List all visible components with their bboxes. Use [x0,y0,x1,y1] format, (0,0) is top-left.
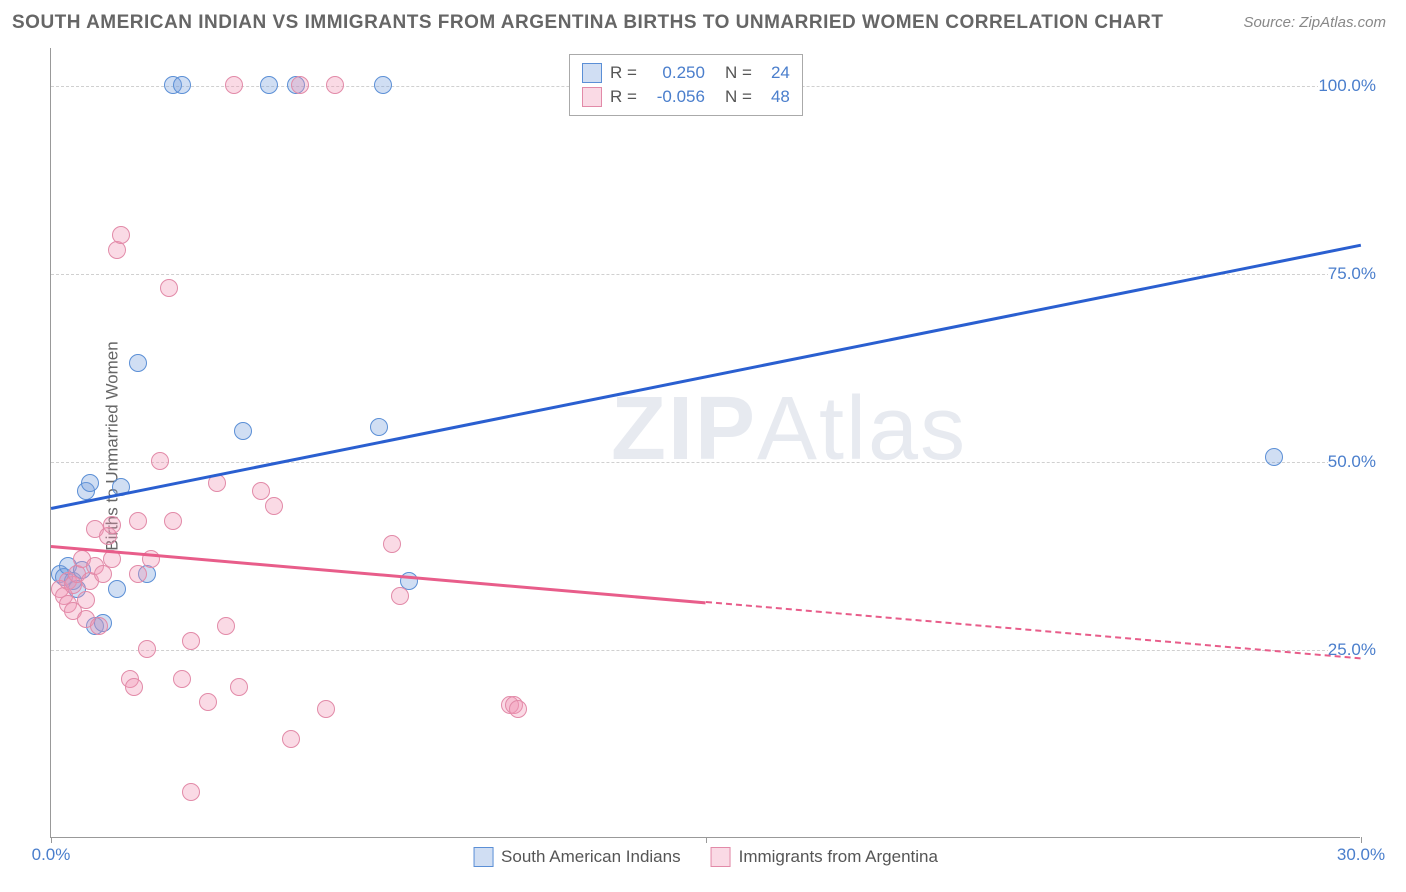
data-point [234,422,252,440]
chart-title: SOUTH AMERICAN INDIAN VS IMMIGRANTS FROM… [12,12,1163,34]
series-swatch [582,87,602,107]
data-point [1265,448,1283,466]
gridline [51,650,1380,651]
legend-label: Immigrants from Argentina [739,847,938,867]
data-point [182,783,200,801]
legend-item: Immigrants from Argentina [711,847,938,867]
x-tick-label: 0.0% [32,845,71,865]
data-point [108,580,126,598]
data-point [391,587,409,605]
data-point [374,76,392,94]
legend-label: South American Indians [501,847,681,867]
y-tick-label: 100.0% [1318,76,1380,96]
data-point [182,632,200,650]
legend-swatch [711,847,731,867]
data-point [81,474,99,492]
data-point [90,617,108,635]
n-label: N = [725,87,752,107]
n-value: 48 [760,87,790,107]
data-point [265,497,283,515]
r-value: -0.056 [645,87,705,107]
r-value: 0.250 [645,63,705,83]
n-label: N = [725,63,752,83]
data-point [291,76,309,94]
data-point [138,640,156,658]
data-point [260,76,278,94]
source-attribution: Source: ZipAtlas.com [1243,14,1386,31]
series-swatch [582,63,602,83]
correlation-stats-box: R = 0.250 N = 24 R = -0.056 N = 48 [569,54,803,116]
data-point [160,279,178,297]
data-point [164,512,182,530]
data-point [103,516,121,534]
data-point [173,76,191,94]
r-label: R = [610,87,637,107]
x-tick-label: 30.0% [1337,845,1385,865]
plot-area: ZIPAtlas 25.0%50.0%75.0%100.0%0.0%30.0%R… [50,48,1360,838]
legend-swatch [473,847,493,867]
data-point [129,354,147,372]
trendline [51,244,1361,510]
watermark-light: Atlas [757,379,967,479]
data-point [151,452,169,470]
data-point [383,535,401,553]
data-point [173,670,191,688]
r-label: R = [610,63,637,83]
stat-row: R = -0.056 N = 48 [582,85,790,109]
legend-item: South American Indians [473,847,681,867]
data-point [326,76,344,94]
data-point [225,76,243,94]
n-value: 24 [760,63,790,83]
data-point [129,565,147,583]
data-point [77,591,95,609]
data-point [112,226,130,244]
data-point [252,482,270,500]
data-point [129,512,147,530]
legend: South American Indians Immigrants from Ar… [473,847,938,867]
x-tick [51,837,52,843]
stat-row: R = 0.250 N = 24 [582,61,790,85]
data-point [509,700,527,718]
x-tick [706,837,707,843]
gridline [51,462,1380,463]
y-tick-label: 50.0% [1328,452,1380,472]
x-tick [1361,837,1362,843]
data-point [125,678,143,696]
gridline [51,274,1380,275]
data-point [317,700,335,718]
data-point [282,730,300,748]
watermark: ZIPAtlas [611,378,967,481]
data-point [230,678,248,696]
watermark-bold: ZIP [611,379,757,479]
data-point [199,693,217,711]
y-tick-label: 75.0% [1328,264,1380,284]
data-point [217,617,235,635]
data-point [370,418,388,436]
